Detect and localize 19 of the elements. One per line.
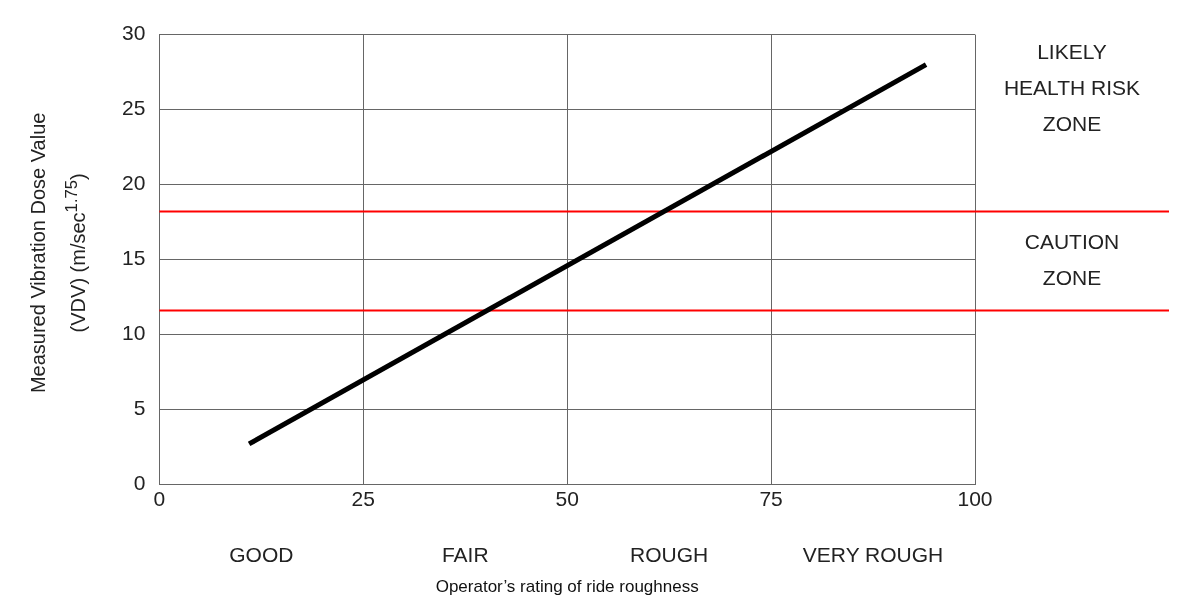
x-tick-label: 75 xyxy=(759,486,783,510)
y-tick-label: 10 xyxy=(122,321,146,345)
y-tick-label: 15 xyxy=(122,246,146,270)
y-tick-label: 25 xyxy=(122,96,146,120)
x-tick-label: 100 xyxy=(957,486,993,510)
x-axis-title: Operator’s rating of ride roughness xyxy=(435,577,699,597)
x-tick-label: 50 xyxy=(555,486,579,510)
x-tick-label: 0 xyxy=(153,486,166,510)
y-tick-label: 20 xyxy=(122,171,146,195)
x-tick-label: 25 xyxy=(351,486,375,510)
y-tick-label: 30 xyxy=(122,21,146,45)
text: CAUTION ZONE xyxy=(1024,229,1120,289)
y-tick-label: 0 xyxy=(133,471,146,495)
text: LIKELY HEALTH RISK ZONE xyxy=(1003,40,1141,136)
y-tick-label: 5 xyxy=(133,396,146,420)
text: VERY ROUGH xyxy=(802,543,944,567)
text: ROUGH xyxy=(630,543,709,567)
text: GOOD xyxy=(229,543,294,567)
text: FAIR xyxy=(441,543,489,567)
